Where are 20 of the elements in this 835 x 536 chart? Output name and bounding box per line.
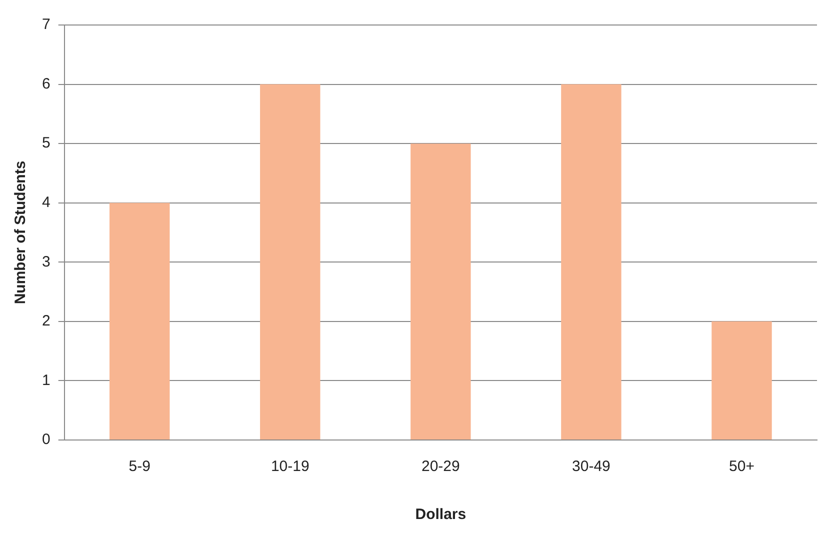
bar (410, 144, 471, 440)
y-tick-label: 0 (42, 431, 50, 448)
x-tick-label: 5-9 (128, 458, 150, 476)
y-tick-label: 1 (42, 372, 50, 389)
y-tick-label: 7 (42, 16, 50, 34)
x-axis-title: Dollars (415, 506, 466, 524)
y-tick-label: 5 (42, 134, 50, 152)
bar (260, 84, 320, 440)
x-tick-label: 20-29 (421, 458, 460, 476)
y-axis-title: Number of Students (12, 160, 30, 304)
x-tick-label: 10-19 (270, 458, 310, 476)
bar (561, 84, 622, 440)
x-tick-label: 50+ (729, 458, 755, 476)
y-tick-label: 3 (42, 253, 50, 270)
y-tick-label: 2 (42, 312, 50, 330)
y-tick-label: 4 (42, 194, 50, 211)
bar (110, 202, 170, 440)
y-tick-label: 6 (42, 75, 50, 92)
x-tick-label: 30-49 (572, 458, 610, 476)
bar (712, 321, 772, 440)
